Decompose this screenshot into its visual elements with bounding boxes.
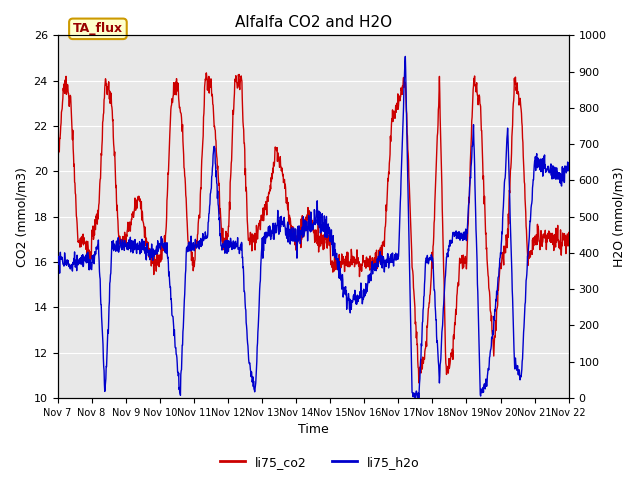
Y-axis label: H2O (mmol/m3): H2O (mmol/m3): [612, 167, 625, 267]
Title: Alfalfa CO2 and H2O: Alfalfa CO2 and H2O: [235, 15, 392, 30]
Legend: li75_co2, li75_h2o: li75_co2, li75_h2o: [215, 451, 425, 474]
X-axis label: Time: Time: [298, 423, 328, 436]
Y-axis label: CO2 (mmol/m3): CO2 (mmol/m3): [15, 167, 28, 266]
Text: TA_flux: TA_flux: [73, 23, 123, 36]
